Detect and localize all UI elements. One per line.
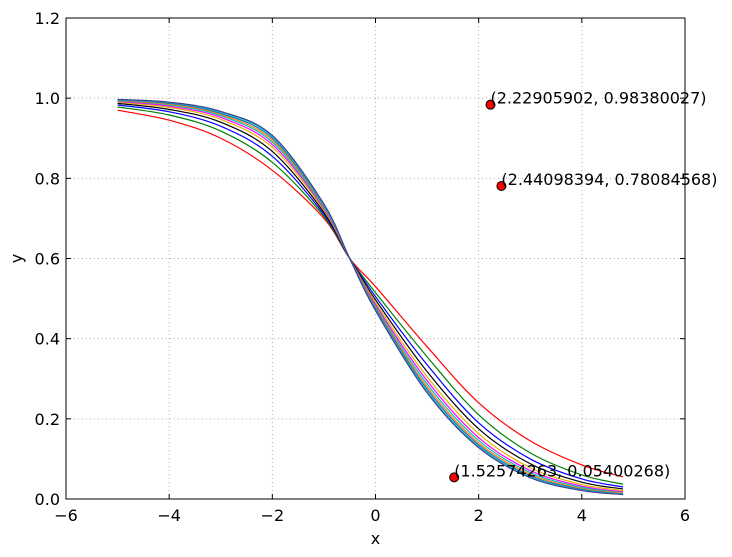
ticks: −6 −4 −2 0 2 4 6 0.0 0.2 0.4 0.6 0.8 1.0 1.2: [35, 9, 691, 525]
x-axis-label: x: [371, 529, 380, 548]
annotated-points: (2.22905902, 0.98380027) (2.44098394, 0.7…: [449, 89, 717, 483]
y-tick-label: 0.0: [35, 490, 60, 509]
y-tick-label: 0.4: [35, 330, 60, 349]
series-line: [117, 109, 624, 478]
point-label: (2.44098394, 0.78084568): [501, 170, 717, 189]
series-line: [117, 98, 624, 496]
y-tick-label: 0.6: [35, 250, 60, 269]
x-tick-label: −2: [261, 506, 285, 525]
series-line: [117, 102, 624, 490]
y-tick-label: 0.2: [35, 410, 60, 429]
data-point: [485, 99, 496, 110]
y-tick-label: 1.0: [35, 89, 60, 108]
x-tick-label: 0: [370, 506, 380, 525]
x-tick-label: 6: [680, 506, 690, 525]
point-label: (2.22905902, 0.98380027): [490, 89, 706, 108]
y-tick-label: 1.2: [35, 9, 60, 28]
x-tick-label: −4: [157, 506, 181, 525]
y-tick-label: 0.8: [35, 169, 60, 188]
series-line: [117, 106, 624, 485]
x-tick-label: 2: [474, 506, 484, 525]
data-point: [496, 181, 507, 192]
x-tick-label: −6: [54, 506, 78, 525]
y-axis-label: y: [7, 254, 26, 263]
series-lines: [117, 98, 624, 496]
x-tick-label: 4: [577, 506, 587, 525]
point-label: (1.52574263, 0.05400268): [454, 461, 670, 480]
series-line: [117, 100, 624, 494]
series-line: [117, 104, 624, 488]
data-point: [449, 472, 460, 483]
